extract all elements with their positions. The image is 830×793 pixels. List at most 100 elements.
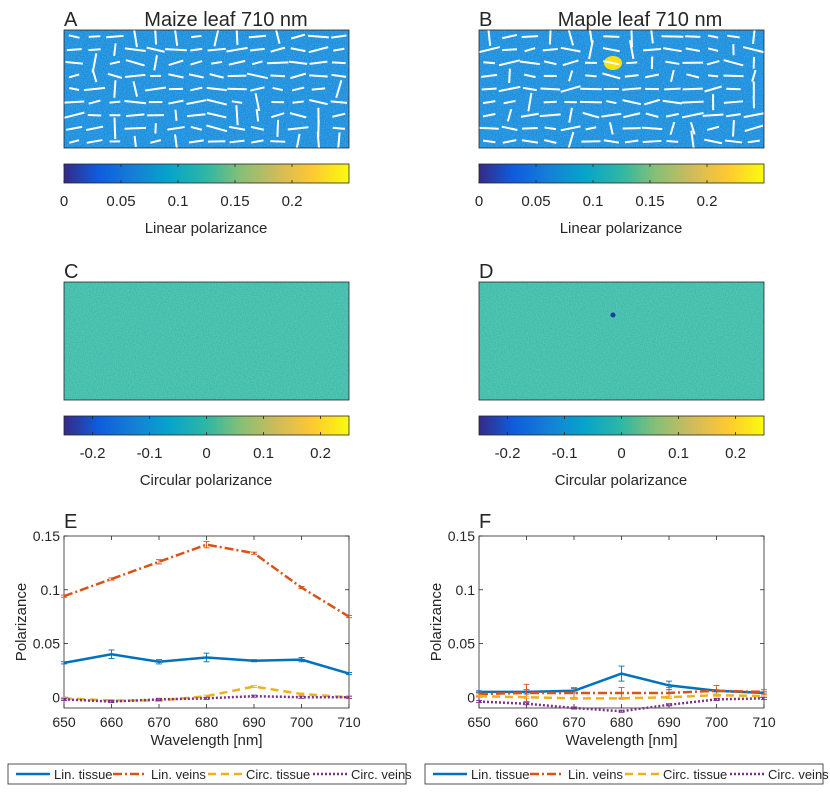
panel-c: C — [63, 261, 350, 401]
colorbar-ticks: 0 0.05 0.1 0.15 0.2 — [60, 164, 302, 210]
colorbar-tick-label: -0.1 — [552, 445, 578, 462]
vector-mark — [645, 112, 659, 118]
vector-mark — [601, 112, 622, 118]
vector-mark — [109, 100, 121, 104]
vector-mark — [88, 48, 101, 52]
vector-mark — [483, 61, 496, 65]
map-frame-c — [63, 281, 350, 401]
vector-mark — [190, 125, 203, 131]
vector-mark — [539, 113, 561, 118]
vector-mark — [503, 99, 516, 105]
vector-mark — [670, 69, 675, 82]
vector-mark — [562, 59, 579, 67]
vector-mark — [266, 61, 289, 65]
vector-mark — [487, 27, 492, 46]
colorbar-tick-label: 0.2 — [697, 193, 718, 210]
vector-mark — [567, 27, 574, 46]
vector-mark — [502, 48, 518, 52]
vector-mark — [521, 35, 539, 38]
vector-mark — [88, 99, 101, 105]
vector-mark — [520, 112, 539, 118]
map-noise-c — [64, 282, 349, 400]
vector-mark — [568, 107, 573, 123]
vector-mark — [508, 68, 511, 84]
vector-mark — [289, 112, 307, 119]
vector-mark — [622, 99, 642, 106]
vector-mark — [109, 60, 121, 65]
vector-mark — [187, 113, 206, 118]
colorbar-circular-d: -0.2 -0.1 0 0.1 0.2 Circular polarizance — [478, 415, 765, 489]
colorbar-tick-label: 0.2 — [310, 445, 331, 462]
vector-mark — [723, 100, 744, 104]
vector-mark — [250, 86, 265, 92]
panel-title-a: Maize leaf 710 nm — [144, 9, 307, 31]
colorbar-label: Linear polarizance — [145, 220, 268, 237]
x-tick-label: 690 — [242, 714, 266, 730]
vector-mark — [732, 120, 735, 137]
vector-mark — [527, 92, 533, 112]
vector-mark — [250, 125, 265, 131]
legend-label: Circ. veins — [351, 767, 412, 782]
panel-letter-e: E — [64, 511, 77, 533]
x-tick-label: 700 — [290, 714, 314, 730]
polarization-vector-field-a — [63, 25, 348, 151]
vector-mark — [168, 73, 184, 79]
vector-mark — [726, 87, 741, 91]
vector-mark — [288, 60, 308, 65]
vector-mark — [743, 112, 765, 119]
panel-b: B Maple leaf 710 nm — [478, 9, 765, 153]
vector-mark — [249, 47, 265, 52]
vector-mark — [588, 40, 594, 60]
panel-d: D — [478, 261, 765, 401]
y-tick-label: 0.05 — [448, 636, 475, 652]
polarization-vector-field-b — [478, 25, 765, 153]
vector-mark — [168, 59, 184, 66]
panel-letter-b: B — [479, 9, 492, 31]
dark-spot — [610, 312, 616, 318]
vector-mark — [482, 113, 496, 118]
vector-mark — [228, 59, 246, 66]
colorbar-tick-label: 0.1 — [583, 193, 604, 210]
vector-mark — [706, 60, 720, 66]
vector-mark — [744, 124, 764, 133]
vector-mark — [226, 46, 248, 53]
vector-mark — [307, 34, 329, 39]
vector-mark — [585, 126, 597, 131]
vector-mark — [190, 47, 203, 52]
vector-mark — [603, 139, 620, 144]
colorbar-tick-label: -0.1 — [137, 445, 163, 462]
colorbar-tick-label: 0 — [617, 445, 625, 462]
vector-mark — [276, 119, 280, 137]
vector-mark — [287, 126, 309, 131]
vector-mark — [645, 73, 660, 79]
vector-mark — [643, 47, 661, 52]
vector-mark — [125, 73, 146, 78]
vector-mark — [290, 47, 306, 53]
vector-mark — [150, 139, 162, 144]
vector-mark — [292, 100, 304, 104]
vector-mark — [332, 126, 346, 130]
vector-mark — [628, 40, 635, 60]
vector-mark — [602, 47, 620, 53]
vector-mark — [501, 125, 518, 131]
vector-mark — [206, 112, 227, 119]
map-frame-d — [478, 281, 765, 401]
vector-mark — [542, 47, 558, 52]
vector-mark — [229, 139, 245, 144]
vector-mark — [308, 46, 329, 54]
vector-mark — [270, 112, 285, 119]
vector-mark — [255, 108, 260, 122]
vector-mark — [521, 139, 539, 144]
vector-mark — [65, 60, 83, 65]
vector-mark — [548, 28, 552, 45]
vector-mark — [272, 86, 284, 92]
y-axis-label: Polarizance — [13, 583, 30, 661]
vector-mark — [153, 55, 158, 71]
x-tick-label: 690 — [657, 714, 681, 730]
vector-mark — [624, 139, 639, 144]
panel-letter-a: A — [64, 9, 78, 31]
vector-mark — [254, 93, 261, 112]
vector-mark — [523, 73, 536, 79]
y-tick-label: 0.15 — [33, 528, 60, 544]
vector-mark — [724, 139, 743, 144]
